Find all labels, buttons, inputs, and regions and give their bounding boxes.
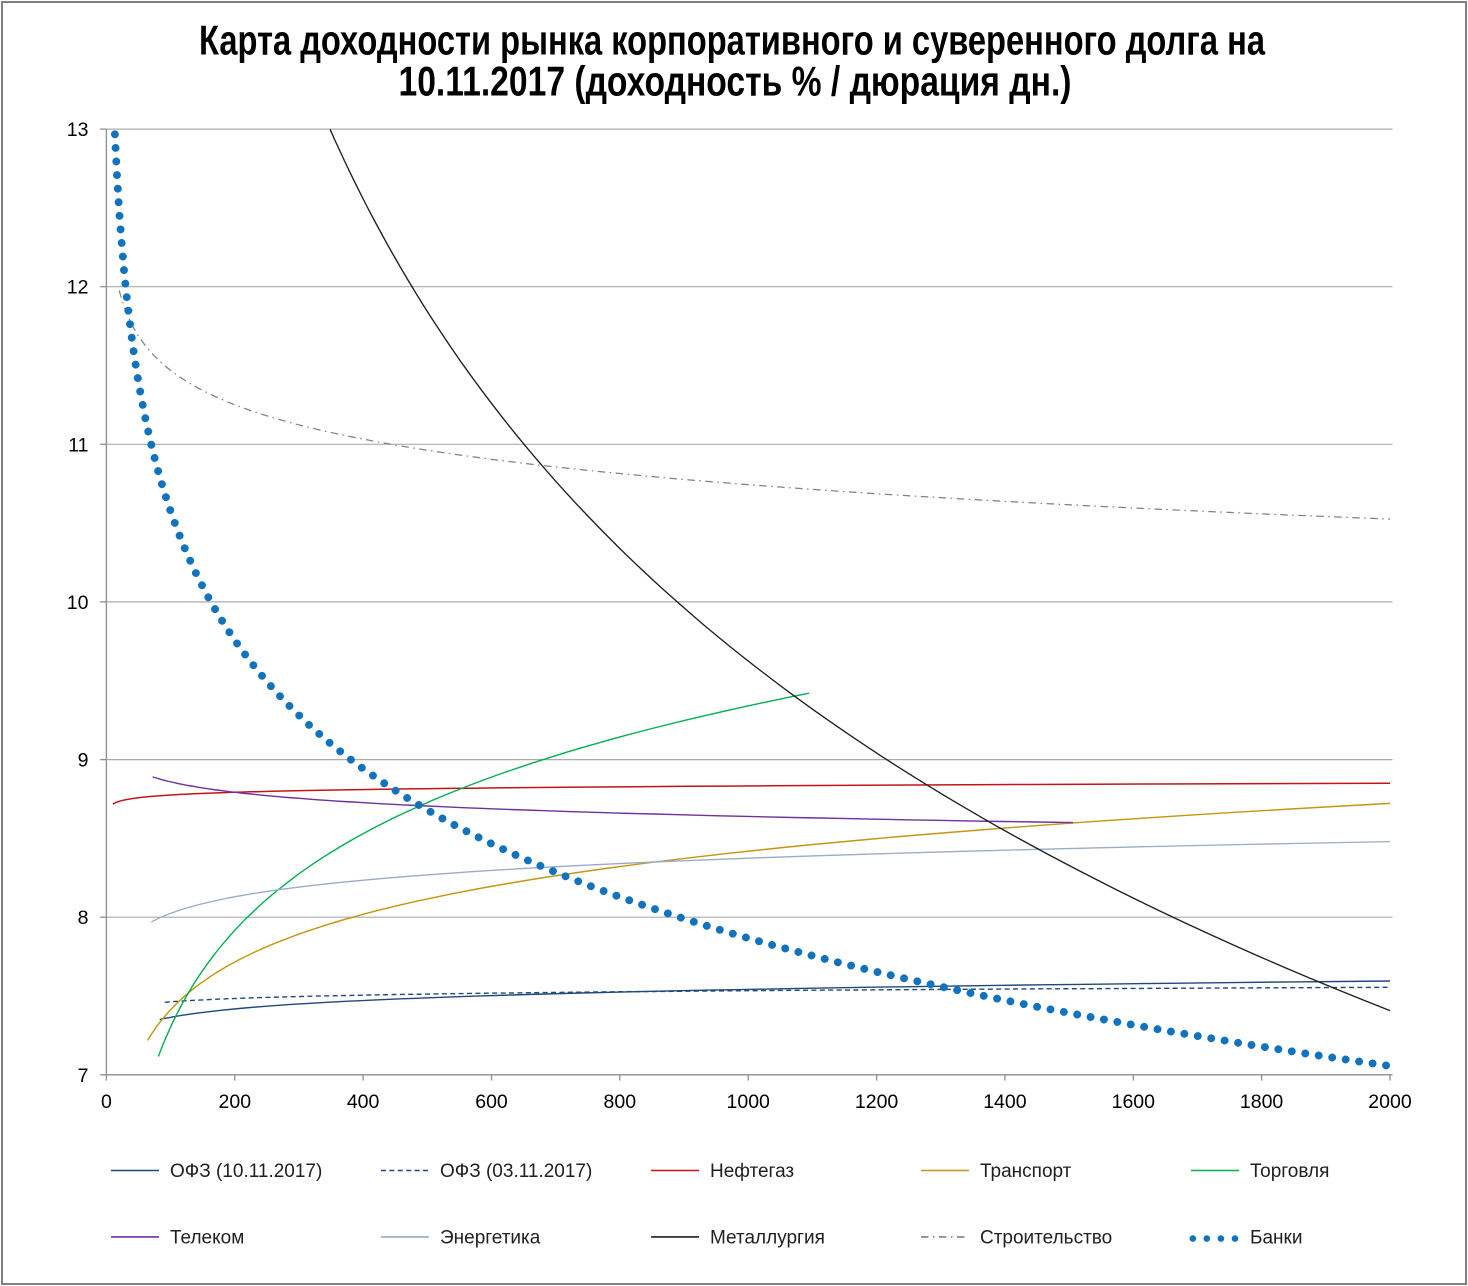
svg-text:8: 8	[78, 907, 89, 929]
svg-text:11: 11	[68, 434, 88, 456]
svg-text:2000: 2000	[1368, 1091, 1412, 1113]
svg-text:10.11.2017 (доходность % / дюр: 10.11.2017 (доходность % / дюрация дн.)	[399, 58, 1072, 105]
svg-text:Металлургия: Металлургия	[710, 1228, 825, 1249]
svg-text:9: 9	[78, 750, 89, 772]
svg-text:1600: 1600	[1112, 1091, 1156, 1113]
svg-text:ОФЗ (03.11.2017): ОФЗ (03.11.2017)	[440, 1161, 592, 1182]
svg-text:1400: 1400	[983, 1091, 1027, 1113]
svg-text:400: 400	[347, 1091, 380, 1113]
svg-text:1800: 1800	[1240, 1091, 1284, 1113]
svg-text:10: 10	[67, 592, 89, 614]
svg-text:1000: 1000	[727, 1091, 771, 1113]
svg-text:0: 0	[101, 1091, 112, 1113]
svg-text:Карта доходности рынка корпора: Карта доходности рынка корпоративного и …	[199, 17, 1265, 64]
svg-text:ОФЗ (10.11.2017): ОФЗ (10.11.2017)	[170, 1161, 322, 1182]
svg-text:7: 7	[78, 1065, 89, 1087]
svg-text:Торговля: Торговля	[1250, 1161, 1329, 1182]
svg-text:Строительство: Строительство	[980, 1228, 1112, 1249]
svg-text:Нефтегаз: Нефтегаз	[710, 1161, 794, 1182]
svg-text:Транспорт: Транспорт	[980, 1161, 1072, 1182]
svg-text:1200: 1200	[855, 1091, 899, 1113]
svg-text:12: 12	[67, 277, 89, 299]
svg-text:13: 13	[67, 119, 89, 141]
svg-text:Энергетика: Энергетика	[440, 1228, 541, 1249]
svg-text:600: 600	[475, 1091, 508, 1113]
svg-text:Банки: Банки	[1250, 1228, 1302, 1249]
svg-text:Телеком: Телеком	[170, 1228, 244, 1249]
svg-text:800: 800	[604, 1091, 637, 1113]
svg-text:200: 200	[219, 1091, 252, 1113]
